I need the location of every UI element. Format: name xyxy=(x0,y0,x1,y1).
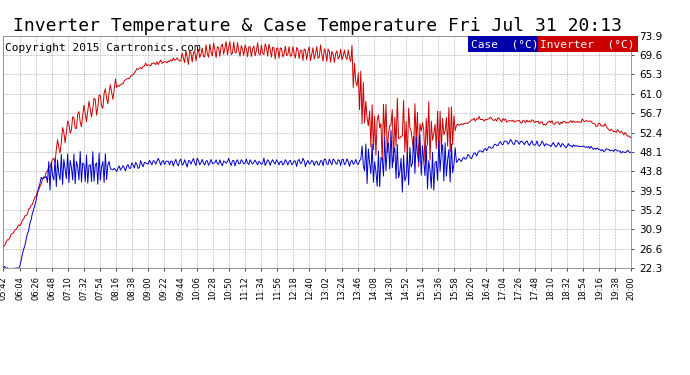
Text: Copyright 2015 Cartronics.com: Copyright 2015 Cartronics.com xyxy=(5,43,201,52)
Text: Inverter  (°C): Inverter (°C) xyxy=(540,39,635,49)
Text: Case  (°C): Case (°C) xyxy=(471,39,539,49)
Title: Inverter Temperature & Case Temperature Fri Jul 31 20:13: Inverter Temperature & Case Temperature … xyxy=(13,18,622,36)
